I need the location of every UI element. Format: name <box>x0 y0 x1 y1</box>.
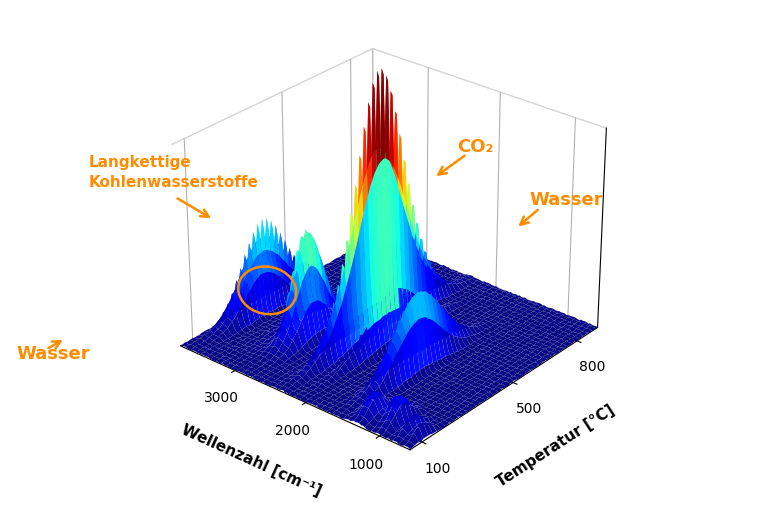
Text: Langkettige
Kohlenwasserstoffe: Langkettige Kohlenwasserstoffe <box>88 155 258 190</box>
Text: Wasser: Wasser <box>17 344 91 363</box>
Y-axis label: Temperatur [°C]: Temperatur [°C] <box>493 402 617 490</box>
Text: Wasser: Wasser <box>530 190 604 209</box>
Text: CO₂: CO₂ <box>457 137 493 156</box>
X-axis label: Wellenzahl [cm⁻¹]: Wellenzahl [cm⁻¹] <box>178 422 323 498</box>
